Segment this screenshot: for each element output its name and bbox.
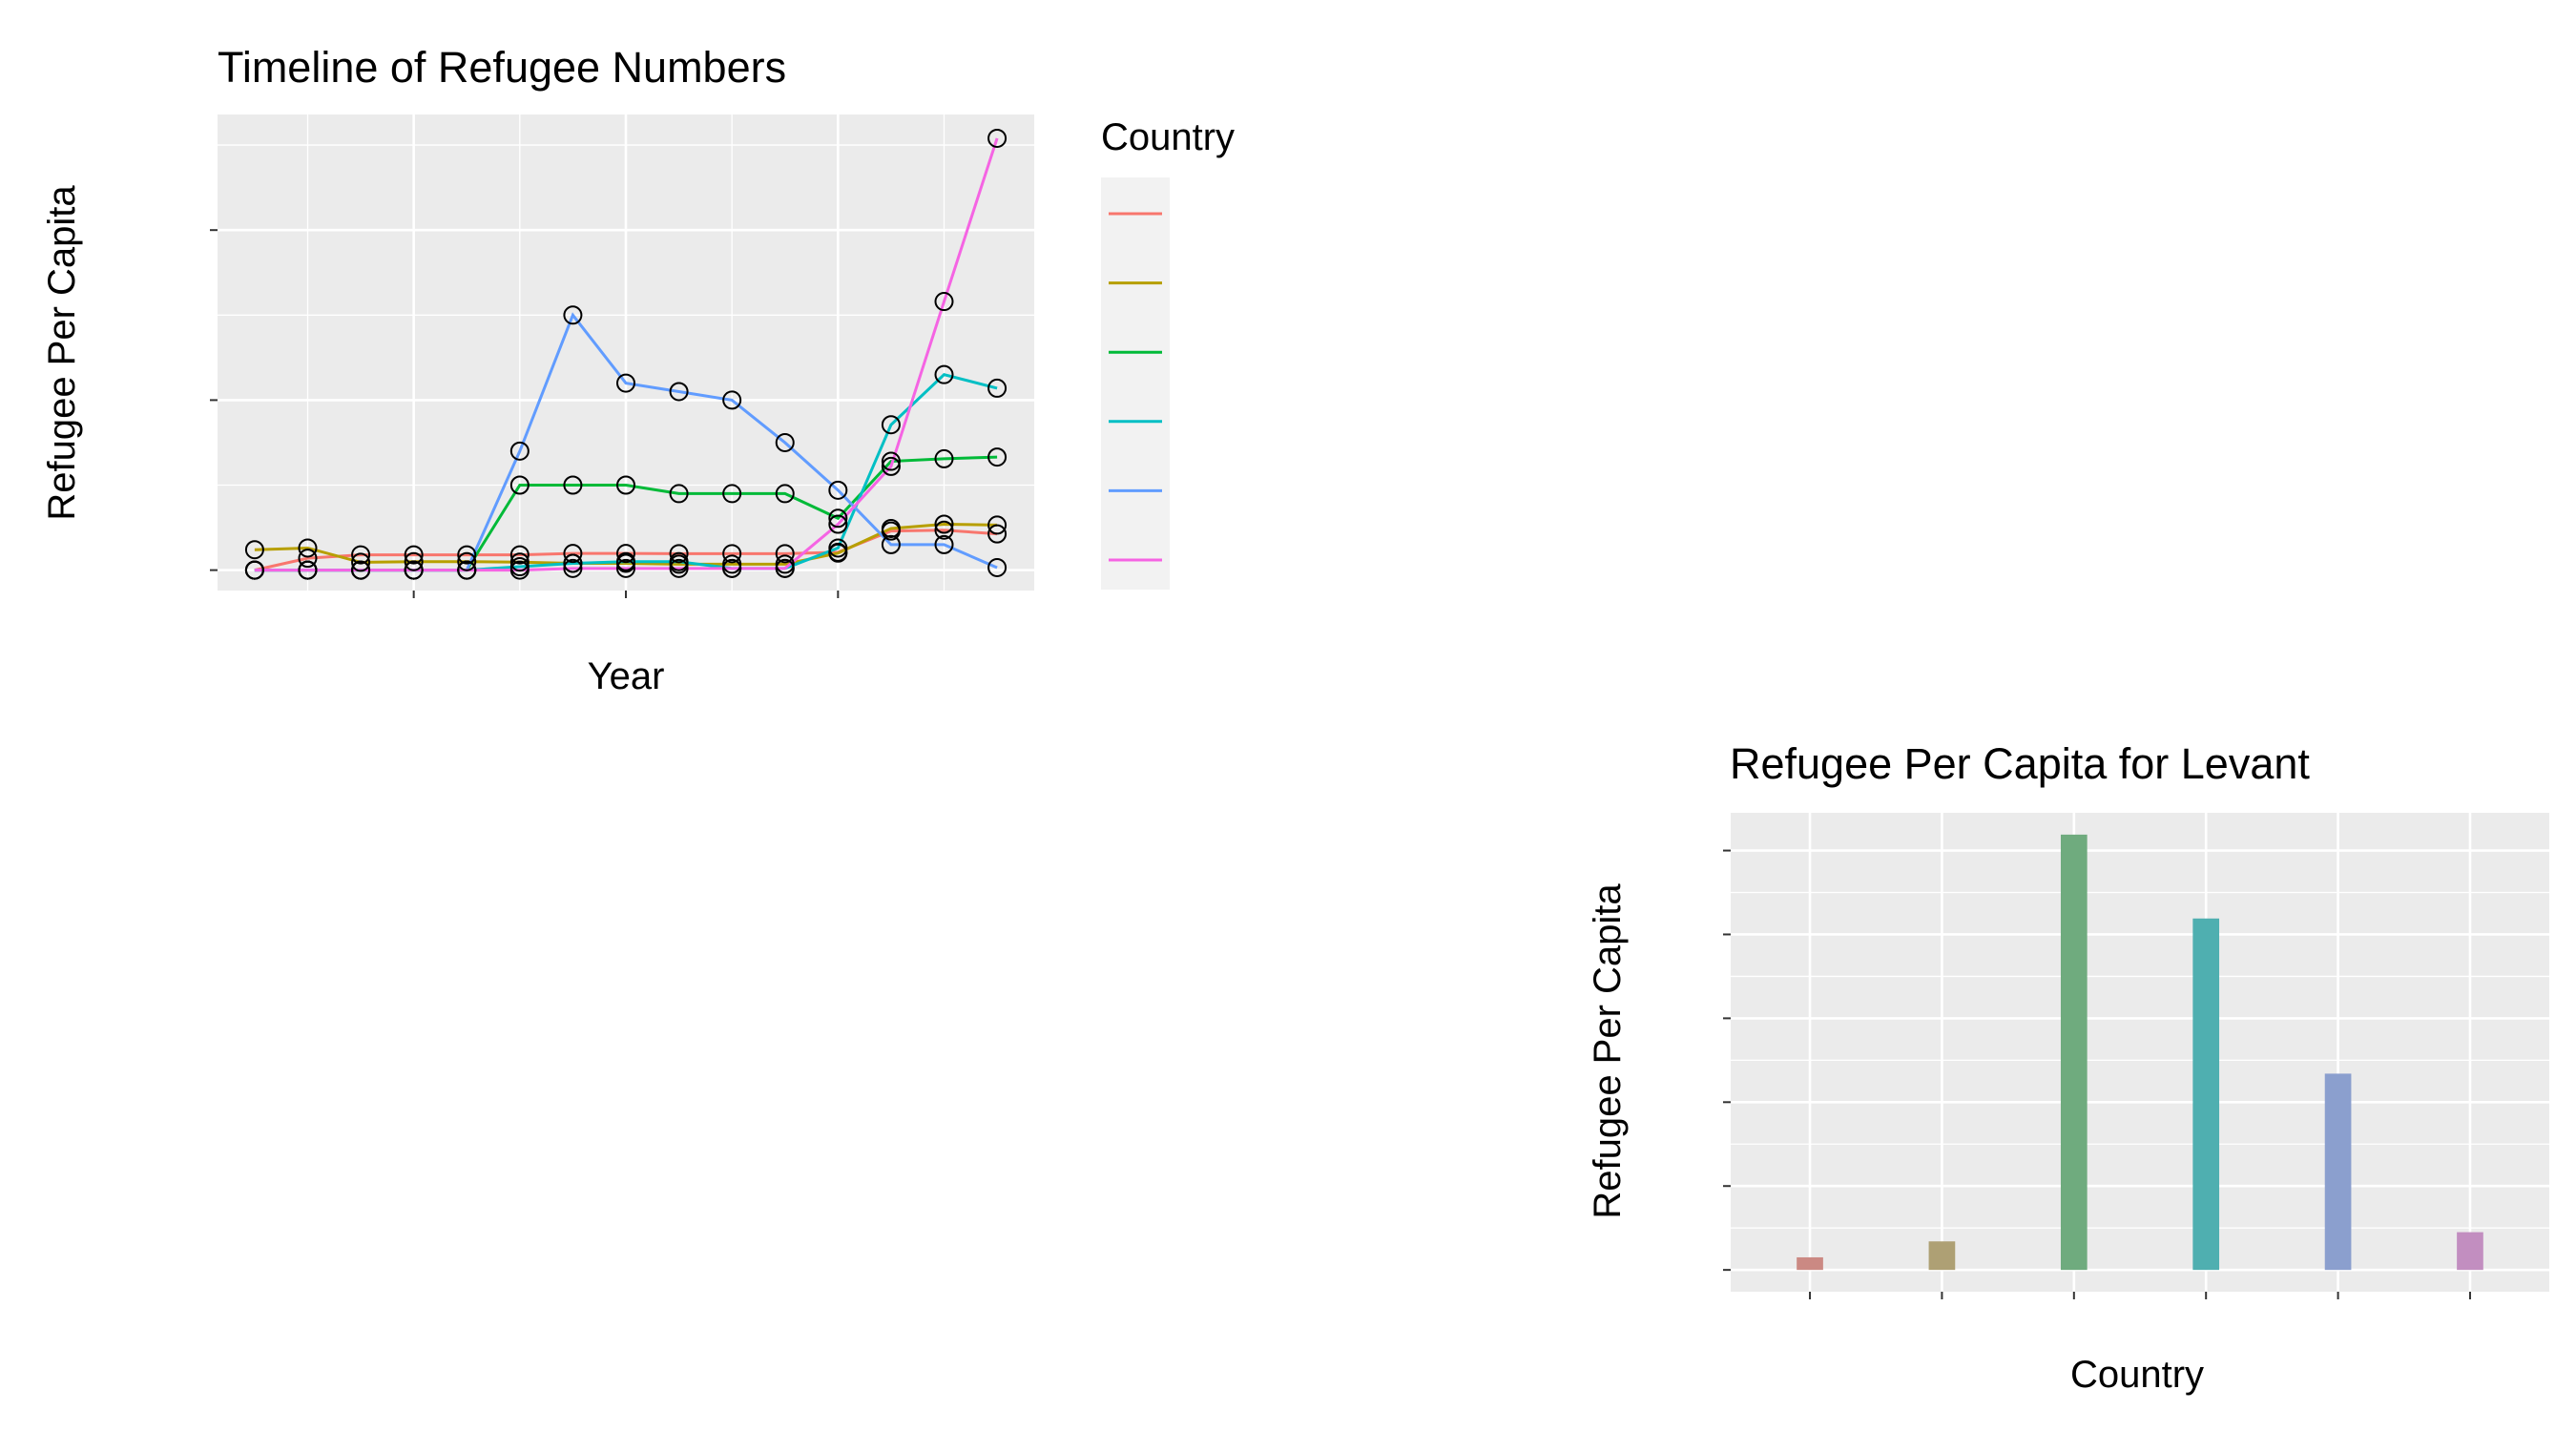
bar-iraq: [1928, 1241, 1956, 1271]
data-point-iraq: [775, 554, 795, 574]
data-point-turkey: [563, 558, 583, 578]
data-point-iraq: [404, 551, 424, 571]
data-point-iraq: [509, 552, 530, 572]
data-point-lebanon: [987, 378, 1008, 398]
data-point-iraq: [934, 514, 954, 534]
data-point-jordan: [616, 475, 635, 495]
data-point-turkey: [775, 558, 795, 578]
data-point-lebanon: [669, 551, 689, 571]
bar-chart-x-axis: [1809, 1292, 2471, 1299]
data-point-turkey: [987, 128, 1008, 148]
data-point-syrian-arab-republic: [509, 441, 530, 461]
bar-egypt-arab-rep: [1797, 1256, 1823, 1271]
bar-turkey: [2457, 1232, 2483, 1271]
data-point-iraq: [722, 554, 742, 574]
bar-jordan: [2060, 834, 2088, 1271]
data-point-syrian-arab-republic: [775, 432, 795, 452]
levant-bar-chart: Refugee Per Capita for Levant Country Re…: [1587, 739, 2549, 1396]
data-point-lebanon: [616, 551, 635, 571]
data-point-turkey: [351, 560, 371, 580]
data-point-iraq: [828, 543, 848, 563]
data-point-jordan: [722, 484, 742, 504]
data-point-turkey: [404, 560, 424, 580]
data-point-iraq: [351, 552, 371, 572]
data-point-syrian-arab-republic: [563, 305, 583, 325]
timeline-chart: Timeline of Refugee Numbers Year Refugee…: [41, 43, 1034, 697]
data-point-lebanon: [934, 364, 954, 384]
data-point-turkey: [669, 558, 689, 578]
data-point-iraq: [987, 515, 1008, 535]
data-point-syrian-arab-republic: [722, 390, 742, 410]
data-point-egypt-arab-rep: [404, 545, 424, 565]
data-point-turkey: [881, 456, 901, 476]
legend-key-background: [1101, 177, 1170, 590]
data-point-lebanon: [563, 553, 583, 573]
data-point-turkey: [244, 560, 264, 580]
data-point-lebanon: [828, 538, 848, 558]
data-point-turkey: [828, 514, 848, 534]
data-point-egypt-arab-rep: [457, 545, 477, 565]
data-point-egypt-arab-rep: [722, 544, 742, 564]
data-point-turkey: [509, 560, 530, 580]
data-point-egypt-arab-rep: [987, 524, 1008, 544]
series-line-iraq: [254, 522, 998, 566]
bar-chart-x-axis-title: Country: [2070, 1354, 2204, 1396]
data-point-egypt-arab-rep: [934, 520, 954, 540]
line-chart-y-axis-title: Refugee Per Capita: [41, 185, 83, 521]
line-chart-points-group: [244, 128, 1008, 580]
data-point-jordan: [987, 447, 1008, 467]
data-point-iraq: [298, 538, 318, 558]
line-chart-y-axis: [210, 229, 218, 571]
bar-chart-title: Refugee Per Capita for Levant: [1730, 739, 2310, 788]
data-point-egypt-arab-rep: [616, 544, 635, 564]
bar-lebanon: [2192, 918, 2220, 1271]
data-point-turkey: [722, 558, 742, 578]
data-point-iraq: [244, 540, 264, 560]
series-line-turkey: [254, 137, 999, 572]
data-point-egypt-arab-rep: [298, 549, 318, 569]
data-point-egypt-arab-rep: [509, 545, 530, 565]
data-point-turkey: [457, 560, 477, 580]
bar-chart-y-axis: [1723, 849, 1731, 1272]
legend-items: [1109, 212, 1162, 562]
data-point-syrian-arab-republic: [828, 480, 848, 500]
line-chart-title: Timeline of Refugee Numbers: [218, 43, 786, 92]
legend-title: Country: [1101, 116, 1235, 158]
data-point-iraq: [457, 551, 477, 571]
data-point-syrian-arab-republic: [881, 534, 901, 554]
data-point-jordan: [934, 448, 954, 468]
line-chart-x-axis: [412, 591, 840, 598]
data-point-jordan: [669, 484, 689, 504]
data-point-iraq: [881, 518, 901, 538]
bar-chart-y-axis-title: Refugee Per Capita: [1587, 883, 1629, 1219]
data-point-jordan: [775, 484, 795, 504]
data-point-lebanon: [881, 415, 901, 435]
bar-chart-panel: [1731, 813, 2549, 1292]
data-point-jordan: [828, 508, 848, 529]
data-point-turkey: [934, 292, 954, 312]
data-point-syrian-arab-republic: [669, 382, 689, 402]
data-point-jordan: [563, 475, 583, 495]
data-point-syrian-arab-republic: [616, 373, 635, 393]
data-point-jordan: [881, 451, 901, 471]
data-point-egypt-arab-rep: [669, 544, 689, 564]
data-point-jordan: [509, 475, 530, 495]
data-point-egypt-arab-rep: [563, 544, 583, 564]
data-point-syrian-arab-republic: [987, 557, 1008, 577]
data-point-turkey: [298, 560, 318, 580]
line-chart-x-axis-title: Year: [588, 655, 665, 697]
line-chart-legend: Country: [1101, 116, 1235, 590]
bar-syrian-arab-republic: [2324, 1073, 2352, 1271]
data-point-syrian-arab-republic: [934, 534, 954, 554]
bar-chart-bars-group: [1797, 834, 2483, 1271]
data-point-egypt-arab-rep: [775, 544, 795, 564]
data-point-egypt-arab-rep: [351, 545, 371, 565]
data-point-turkey: [616, 558, 635, 578]
